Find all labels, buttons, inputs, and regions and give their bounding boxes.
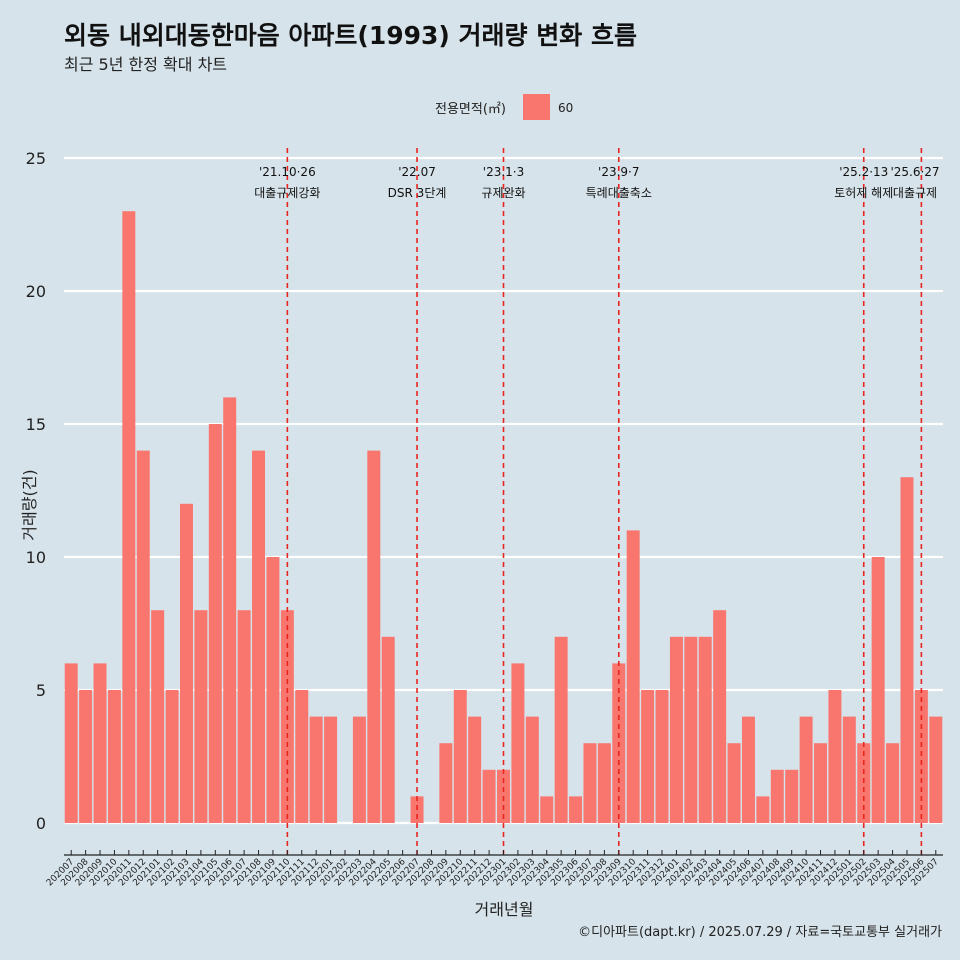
annotation-date: '25.6·27: [890, 165, 939, 179]
bar: [857, 743, 871, 823]
chart-subtitle: 최근 5년 한정 확대 차트: [64, 55, 227, 74]
bar: [669, 636, 683, 823]
bar: [914, 690, 928, 823]
bar: [569, 796, 583, 823]
bar: [886, 743, 900, 823]
bar: [871, 557, 885, 823]
legend-swatch: [523, 94, 550, 120]
bar: [511, 663, 525, 823]
annotation-label: 규제완화: [481, 186, 525, 200]
bar: [266, 557, 280, 823]
bar: [208, 424, 222, 823]
annotations: '21.10·26 대출규제강화 '22.07 DSR 3단계 '23.1·3 규제완화 '…: [254, 148, 940, 857]
bar: [179, 503, 193, 823]
bar: [698, 636, 712, 823]
bar: [93, 663, 107, 823]
bar: [381, 636, 395, 823]
bar: [367, 450, 381, 823]
bar: [842, 716, 856, 823]
bar: [684, 636, 698, 823]
bar: [828, 690, 842, 823]
bar: [756, 796, 770, 823]
x-axis-title: 거래년월: [475, 900, 534, 919]
annotation-date: '25.2·13: [839, 165, 888, 179]
bar: [151, 610, 165, 823]
bar: [525, 716, 539, 823]
bar: [583, 743, 597, 823]
y-axis-title: 거래량(건): [20, 469, 39, 540]
bar: [554, 636, 568, 823]
bar: [540, 796, 554, 823]
annotation-label: 토허제 해제: [834, 186, 893, 200]
annotation-label: 대출규제: [893, 186, 937, 200]
bars: [64, 211, 943, 823]
bar: [295, 690, 309, 823]
bar: [439, 743, 453, 823]
y-tick-label: 5: [36, 681, 46, 700]
bar: [324, 716, 338, 823]
bar: [785, 769, 799, 823]
bar: [237, 610, 251, 823]
bar: [453, 690, 467, 823]
y-tick-label: 15: [26, 415, 46, 434]
annotation-label: 대출규제강화: [254, 186, 320, 200]
bar: [136, 450, 150, 823]
y-axis-ticks: 0 5 10 15 20 25: [26, 149, 46, 833]
legend-title: 전용면적(㎡): [435, 102, 506, 117]
bar: [165, 690, 179, 823]
bar: [799, 716, 813, 823]
annotation-label: 특례대출축소: [586, 186, 652, 200]
annotation-label: DSR 3단계: [388, 186, 447, 200]
bar: [626, 530, 640, 823]
bar: [597, 743, 611, 823]
bar: [655, 690, 669, 823]
bar: [468, 716, 482, 823]
bar: [223, 397, 237, 823]
bar: [122, 211, 136, 823]
chart-title: 외동 내외대동한마음 아파트(1993) 거래량 변화 흐름: [64, 21, 637, 50]
bar: [929, 716, 943, 823]
bar: [79, 690, 93, 823]
bar: [814, 743, 828, 823]
legend-entry-label: 60: [558, 101, 573, 115]
annotation-date: '22.07: [398, 165, 436, 179]
bar: [713, 610, 727, 823]
y-tick-label: 20: [26, 282, 46, 301]
annotation-date: '21.10·26: [259, 165, 316, 179]
annotation-date: '23.1·3: [483, 165, 524, 179]
bar: [900, 477, 914, 823]
bar: [482, 769, 496, 823]
bar: [252, 450, 266, 823]
y-tick-label: 10: [26, 548, 46, 567]
bar: [741, 716, 755, 823]
bar: [64, 663, 78, 823]
bar: [641, 690, 655, 823]
y-tick-label: 25: [26, 149, 46, 168]
bar: [770, 769, 784, 823]
y-tick-label: 0: [36, 814, 46, 833]
bar: [107, 690, 121, 823]
bar: [352, 716, 366, 823]
annotation-date: '23.9·7: [598, 165, 639, 179]
bar: [309, 716, 323, 823]
legend: 전용면적(㎡) 60: [435, 94, 573, 120]
caption: ©디아파트(dapt.kr) / 2025.07.29 / 자료=국토교통부 실…: [578, 925, 942, 940]
bar: [194, 610, 208, 823]
bar: [727, 743, 741, 823]
